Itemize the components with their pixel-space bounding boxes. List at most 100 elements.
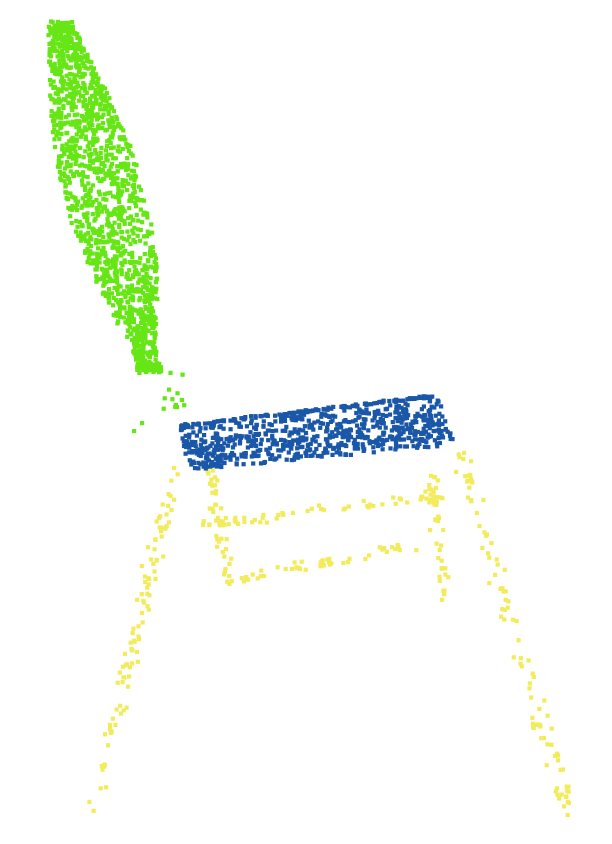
back-point xyxy=(72,144,77,149)
legs-point xyxy=(241,579,247,584)
back-point xyxy=(75,64,81,69)
seat-point xyxy=(412,437,417,442)
back-point xyxy=(147,340,153,345)
back-point xyxy=(135,343,140,349)
seat-point xyxy=(351,419,356,424)
legs-point xyxy=(481,497,486,502)
back-point xyxy=(96,76,101,81)
back-point xyxy=(58,98,63,103)
back-point xyxy=(112,208,117,213)
seat-point xyxy=(290,417,295,423)
back-point xyxy=(127,234,132,239)
back-point xyxy=(73,205,78,210)
seat-point xyxy=(297,410,302,415)
legs-point xyxy=(226,522,231,527)
back-point xyxy=(94,264,100,269)
back-point xyxy=(106,232,111,237)
back-point xyxy=(55,115,61,120)
back-point xyxy=(65,20,70,25)
seat-point xyxy=(250,441,255,446)
back-point xyxy=(95,256,100,262)
legs-point xyxy=(124,705,129,710)
back-point xyxy=(68,144,73,149)
back-point xyxy=(80,170,85,175)
seat-point xyxy=(417,395,423,400)
back-point xyxy=(79,223,84,228)
seat-point xyxy=(427,399,432,404)
back-point xyxy=(96,123,101,129)
seat-point xyxy=(208,462,214,467)
back-point xyxy=(104,91,109,96)
seat-point xyxy=(351,441,356,446)
back-point xyxy=(67,72,72,77)
seat-point xyxy=(421,417,426,422)
seat-point xyxy=(360,433,365,438)
back-point xyxy=(74,52,79,57)
seat-point xyxy=(354,410,359,416)
seat-point xyxy=(228,427,233,432)
seat-point xyxy=(357,407,362,412)
back-point xyxy=(103,148,108,153)
back-point xyxy=(137,184,142,189)
seat-point xyxy=(271,438,276,443)
back-point xyxy=(47,47,52,52)
back-point xyxy=(93,90,98,95)
back-point xyxy=(136,357,141,362)
back-point xyxy=(59,172,64,177)
seat-point xyxy=(213,456,218,461)
back-point xyxy=(108,164,113,169)
back-point xyxy=(93,267,98,272)
seat-point xyxy=(228,455,233,460)
legs-point xyxy=(166,520,172,525)
back-point xyxy=(149,296,154,302)
back-point xyxy=(133,174,139,179)
seat-point xyxy=(270,433,275,439)
back-point xyxy=(102,192,107,197)
seat-point xyxy=(289,431,294,436)
back-point xyxy=(119,272,124,277)
back-point xyxy=(135,354,140,359)
back-point xyxy=(88,195,93,200)
legs-point xyxy=(215,544,220,549)
back-point xyxy=(66,148,71,153)
seat-point xyxy=(210,441,215,446)
seat-point xyxy=(266,438,271,443)
legs-point xyxy=(462,450,467,455)
legs-point xyxy=(140,620,145,625)
seat-point xyxy=(325,407,330,412)
seat-point xyxy=(327,414,332,419)
seat-point xyxy=(253,431,258,437)
back-point xyxy=(140,421,145,426)
back-point xyxy=(130,153,135,158)
back-point xyxy=(89,60,94,65)
seat-point xyxy=(335,422,340,427)
back-point xyxy=(78,145,83,150)
seat-point xyxy=(434,441,439,446)
seat-point xyxy=(437,435,442,440)
back-point xyxy=(130,183,135,189)
seat-point xyxy=(211,450,216,455)
seat-point xyxy=(375,443,380,449)
back-point xyxy=(104,143,110,149)
back-point xyxy=(86,181,91,186)
back-point xyxy=(75,80,80,85)
seat-point xyxy=(360,442,365,447)
back-point xyxy=(80,128,85,133)
back-point xyxy=(67,36,72,41)
legs-point xyxy=(565,812,570,818)
seat-point xyxy=(344,434,350,439)
seat-point xyxy=(219,444,224,449)
back-point xyxy=(64,87,69,92)
back-point xyxy=(72,173,77,179)
legs-point xyxy=(555,753,561,758)
back-point xyxy=(112,313,117,318)
back-point xyxy=(88,96,93,101)
seat-point xyxy=(185,423,191,428)
back-point xyxy=(90,200,95,205)
seat-point xyxy=(429,417,434,422)
back-point xyxy=(76,46,81,51)
legs-point xyxy=(222,522,227,527)
back-point xyxy=(90,76,96,81)
seat-point xyxy=(205,454,210,459)
back-point xyxy=(90,79,96,84)
